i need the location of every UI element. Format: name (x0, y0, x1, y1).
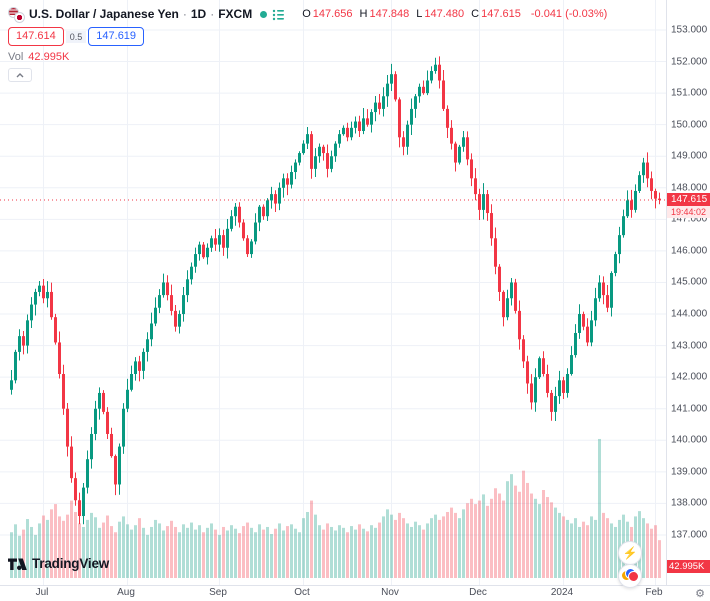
time-tick-label: 2024 (550, 587, 574, 598)
close-label: C (471, 8, 480, 20)
high-value: 147.848 (369, 8, 410, 20)
price-tick-label: 146.000 (671, 245, 708, 257)
time-tick-label: Sep (209, 587, 227, 598)
time-tick-label: Feb (645, 587, 663, 598)
interval-label[interactable]: 1D (190, 7, 207, 21)
reaction-dot-icon (628, 571, 639, 582)
symbol-info-row: U.S. Dollar / Japanese Yen · 1D · FXCM O… (8, 5, 607, 23)
symbol-flags-icon (8, 6, 25, 23)
price-tick-label: 145.000 (671, 276, 708, 288)
chart-legend: U.S. Dollar / Japanese Yen · 1D · FXCM O… (8, 5, 607, 82)
chevron-up-icon (16, 72, 24, 77)
time-tick-label: Oct (294, 587, 310, 598)
price-tick-label: 147.000 (671, 213, 708, 225)
last-price-badge: 147.615 (667, 193, 710, 207)
time-tick-label: Jul (35, 587, 49, 598)
price-tick-label: 150.000 (671, 119, 708, 131)
price-tick-label: 152.000 (671, 56, 708, 68)
tradingview-mark-icon (8, 558, 27, 570)
price-tick-label: 137.000 (671, 529, 708, 541)
price-axis[interactable]: 147.615 19:44:02 42.995K 153.000 152.000 1… (666, 0, 710, 585)
time-tick-label: Nov (381, 587, 399, 598)
trade-buttons-row: 147.614 0.5 147.619 (8, 27, 607, 46)
ohlc-values: O 147.656 H 147.848 L 147.480 C 147.615 (297, 8, 521, 20)
price-tick-label: 139.000 (671, 466, 708, 478)
time-tick-label: Dec (469, 587, 487, 598)
separator: · (182, 7, 187, 21)
price-tick-label: 140.000 (671, 434, 708, 446)
reactions-widget-button[interactable] (618, 564, 642, 588)
time-tick-label: Aug (117, 587, 135, 598)
low-value: 147.480 (424, 8, 465, 20)
volume-value: 42.995K (28, 51, 70, 63)
high-label: H (359, 8, 368, 20)
market-open-icon (260, 10, 268, 18)
object-tree-icon[interactable] (271, 7, 285, 21)
sparks-widget-button[interactable]: ⚡ (618, 541, 642, 565)
volume-indicator-row: Vol 42.995K (8, 51, 607, 63)
low-label: L (416, 8, 423, 20)
symbol-title[interactable]: U.S. Dollar / Japanese Yen (29, 7, 179, 21)
price-tick-label: 138.000 (671, 497, 708, 509)
price-tick-label: 144.000 (671, 308, 708, 320)
price-tick-label: 149.000 (671, 150, 708, 162)
bar-countdown: 19:44:02 (667, 206, 710, 219)
time-axis[interactable]: ⚙ Jul Aug Sep Oct Nov Dec 2024 Feb (0, 585, 710, 601)
change-value: -0.041 (-0.03%) (530, 8, 608, 20)
candlestick-chart[interactable] (0, 0, 666, 585)
separator: · (210, 7, 215, 21)
price-tick-label: 143.000 (671, 340, 708, 352)
chart-pane[interactable] (0, 0, 666, 585)
settings-gear-button[interactable]: ⚙ (695, 588, 705, 600)
spread-label: 0.5 (65, 30, 87, 43)
tradingview-logo[interactable]: TradingView (8, 556, 109, 571)
volume-label[interactable]: Vol (8, 51, 24, 63)
exchange-label[interactable]: FXCM (218, 7, 253, 21)
open-value: 147.656 (312, 8, 353, 20)
price-tick-label: 151.000 (671, 87, 708, 99)
buy-button[interactable]: 147.619 (88, 27, 145, 46)
price-tick-label: 153.000 (671, 24, 708, 36)
price-tick-label: 148.000 (671, 182, 708, 194)
lightning-icon: ⚡ (622, 546, 638, 560)
close-value: 147.615 (481, 8, 521, 20)
open-label: O (302, 8, 311, 20)
sell-button[interactable]: 147.614 (8, 27, 64, 46)
price-tick-label: 141.000 (671, 403, 708, 415)
volume-axis-badge: 42.995K (667, 560, 710, 573)
collapse-legend-button[interactable] (8, 68, 32, 82)
tradingview-logo-text: TradingView (32, 556, 110, 571)
price-tick-label: 142.000 (671, 371, 708, 383)
